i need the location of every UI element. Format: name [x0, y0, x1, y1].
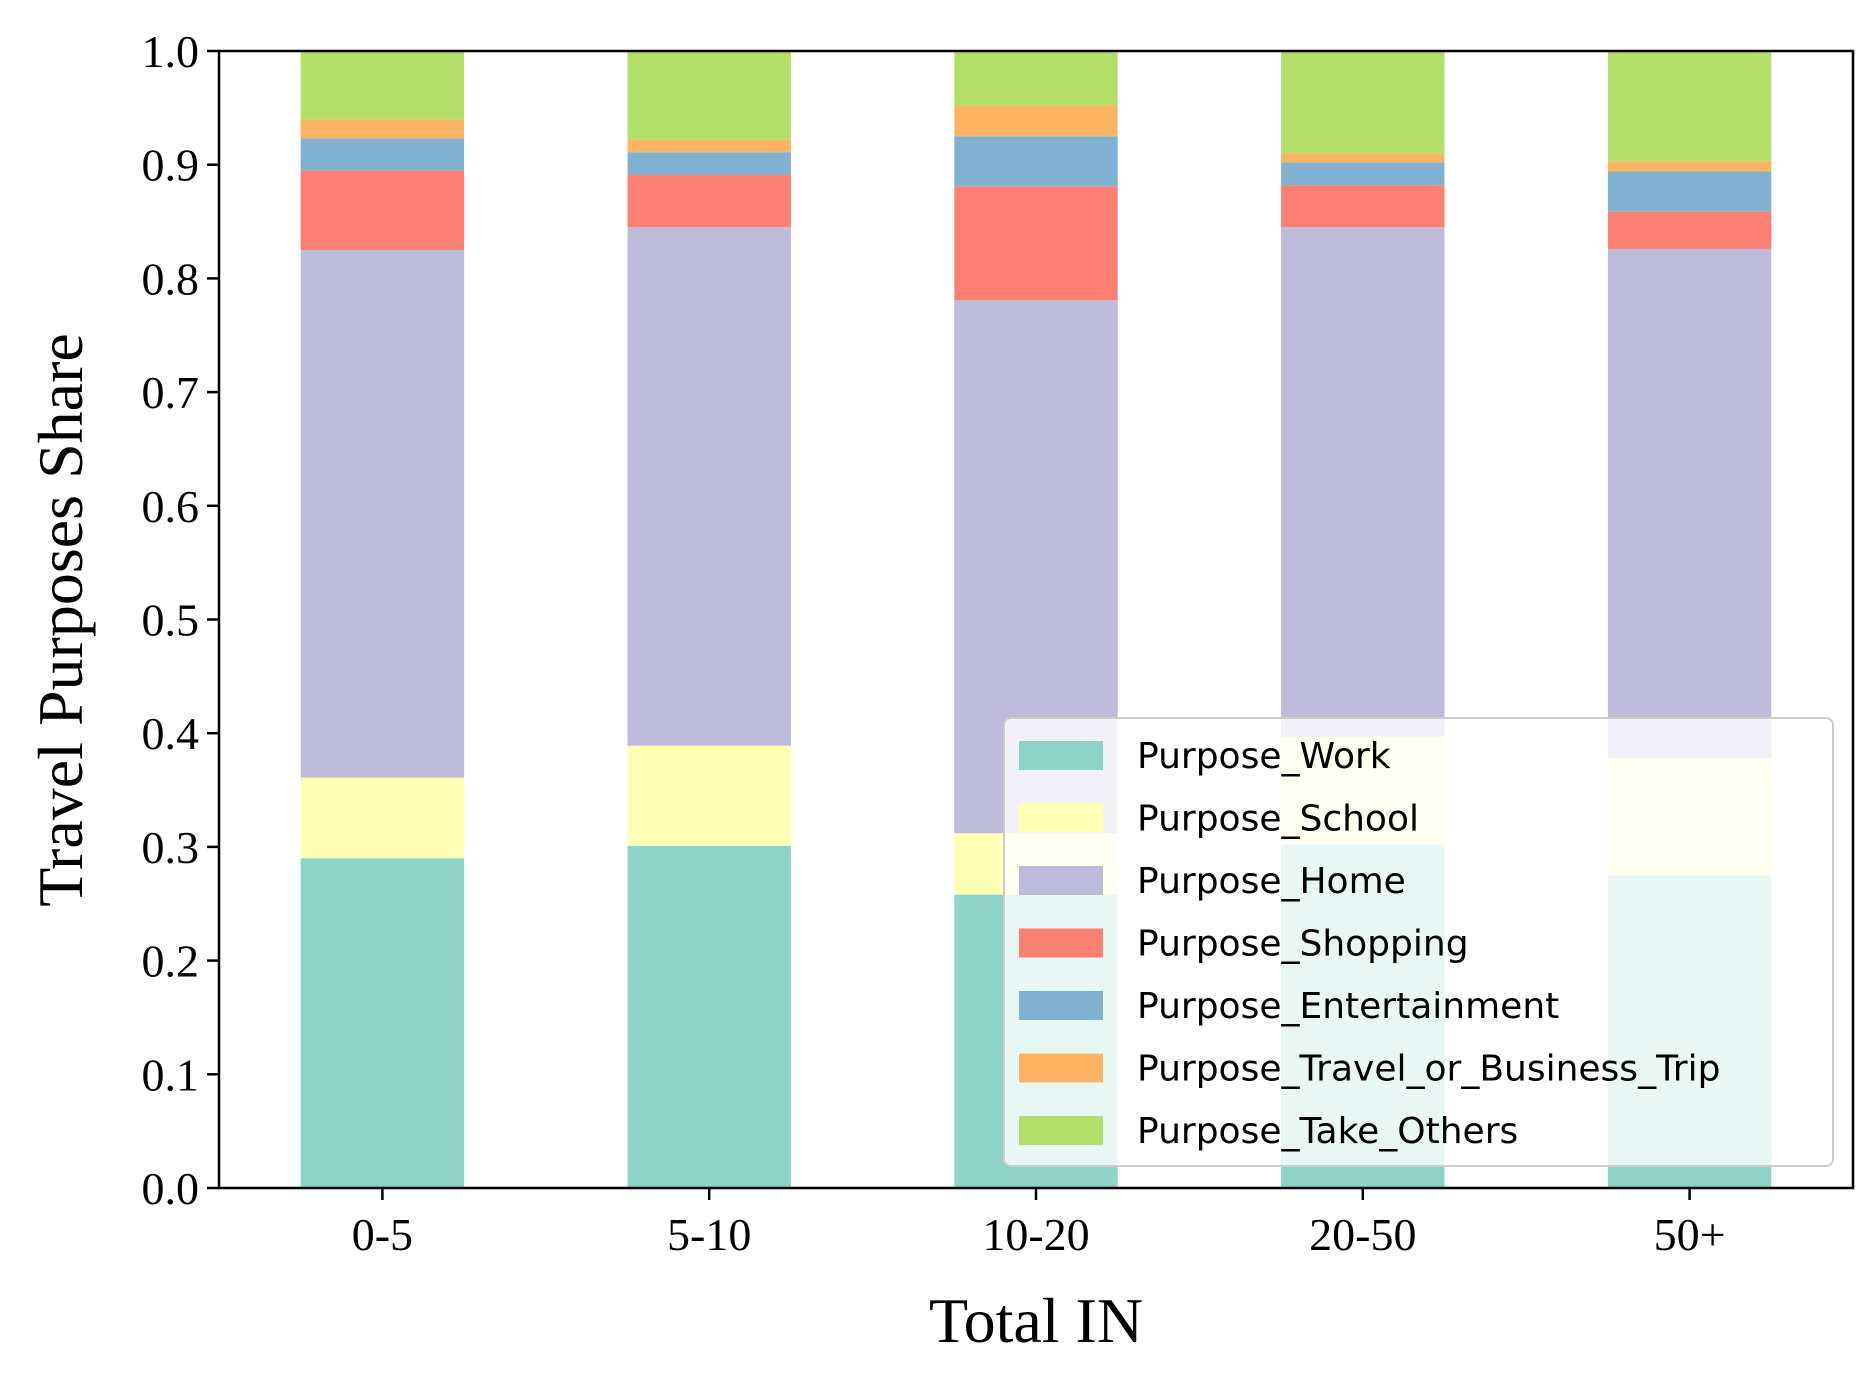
bar-segment [300, 858, 465, 1188]
legend-label: Purpose_Work [1137, 736, 1391, 777]
legend-swatch [1019, 803, 1103, 833]
bar-segment [627, 139, 791, 153]
bar-segment [954, 51, 1118, 106]
legend-swatch [1019, 991, 1103, 1020]
bar-segment [300, 138, 465, 171]
bar-segment [627, 845, 791, 1188]
x-tick-label: 0-5 [352, 1209, 413, 1260]
legend-label: Purpose_Entertainment [1137, 986, 1559, 1027]
y-tick-label: 0.8 [142, 253, 200, 304]
bar-segment [954, 186, 1118, 300]
bar-segment [1281, 185, 1445, 228]
bar-segment [1607, 161, 1772, 172]
bar-segment [954, 136, 1118, 187]
x-tick-label: 10-20 [982, 1209, 1089, 1260]
x-tick-label: 20-50 [1309, 1209, 1416, 1260]
y-tick-label: 0.9 [142, 140, 200, 191]
x-tick-label: 50+ [1654, 1209, 1726, 1260]
y-tick-label: 0.2 [142, 936, 200, 987]
legend-label: Purpose_Shopping [1137, 924, 1469, 965]
bar-segment [627, 227, 791, 746]
bar-segment [300, 119, 465, 139]
y-axis: 0.0 0.1 0.2 0.3 0.4 0.5 0.6 0.7 0.8 0.9 1.0 [142, 26, 219, 1214]
bar-segment [1607, 171, 1772, 212]
legend-swatch [1019, 928, 1103, 958]
legend-label: Purpose_Travel_or_Business_Trip [1137, 1049, 1720, 1090]
bar-segment [1607, 211, 1772, 249]
legend-swatch [1019, 866, 1103, 895]
bar-segment [1281, 162, 1445, 186]
bar-segment [300, 170, 465, 250]
legend-box [1003, 717, 1834, 1167]
bar-segment [300, 51, 465, 120]
legend-label: Purpose_Home [1137, 861, 1406, 902]
y-tick-label: 0.4 [142, 708, 200, 759]
legend-label: Purpose_Take_Others [1137, 1111, 1518, 1152]
bar-segment [627, 152, 791, 175]
y-tick-label: 0.5 [142, 595, 200, 646]
bar-segment [1281, 227, 1445, 737]
y-tick-label: 0.7 [142, 367, 200, 418]
bar-segment [1281, 51, 1445, 154]
y-tick-label: 1.0 [142, 26, 200, 77]
legend-swatch [1019, 1116, 1103, 1145]
y-tick-label: 0.6 [142, 481, 200, 532]
y-tick-label: 0.1 [142, 1049, 200, 1100]
bar-segment [1281, 153, 1445, 163]
bar-segment [627, 174, 791, 228]
y-axis-title: Travel Purposes Share [25, 333, 96, 907]
bar-segment [954, 105, 1118, 137]
bar-segment [627, 745, 791, 846]
bar-segment [1607, 248, 1772, 759]
bar-segment [1607, 51, 1772, 162]
legend-swatch [1019, 741, 1103, 770]
x-axis: 0-5 5-10 10-20 20-50 50+ [352, 1188, 1726, 1260]
bar-segment [300, 777, 465, 859]
x-axis-title: Total IN [929, 1285, 1143, 1356]
bar-segment [300, 249, 465, 778]
legend-swatch [1019, 1053, 1103, 1083]
x-tick-label: 5-10 [667, 1209, 751, 1260]
bar-segment [627, 51, 791, 140]
y-tick-label: 0.3 [142, 822, 200, 873]
legend: Purpose_Work Purpose_School Purpose_Home Pu… [1003, 717, 1834, 1167]
y-tick-label: 0.0 [142, 1163, 200, 1214]
legend-label: Purpose_School [1137, 799, 1419, 840]
